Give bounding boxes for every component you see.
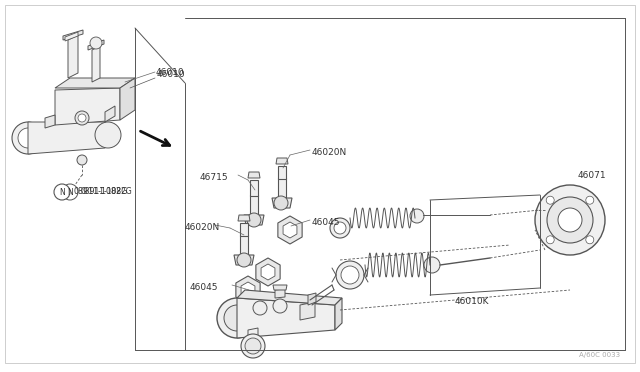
- Polygon shape: [261, 264, 275, 280]
- Circle shape: [77, 155, 87, 165]
- Text: 46045: 46045: [190, 283, 218, 292]
- Polygon shape: [55, 78, 135, 88]
- Polygon shape: [105, 106, 115, 122]
- Circle shape: [247, 213, 261, 227]
- Circle shape: [586, 196, 594, 204]
- Polygon shape: [275, 289, 285, 298]
- Polygon shape: [300, 302, 315, 320]
- Circle shape: [18, 128, 38, 148]
- Polygon shape: [272, 198, 292, 208]
- Text: N: N: [59, 187, 65, 196]
- Text: 46045: 46045: [312, 218, 340, 227]
- Circle shape: [217, 298, 257, 338]
- Circle shape: [330, 218, 350, 238]
- Polygon shape: [308, 293, 316, 305]
- Circle shape: [62, 184, 78, 200]
- Text: 46010K: 46010K: [455, 298, 490, 307]
- Circle shape: [273, 299, 287, 313]
- Polygon shape: [63, 30, 83, 40]
- Circle shape: [546, 196, 554, 204]
- Text: 46020N: 46020N: [185, 223, 220, 232]
- Polygon shape: [68, 35, 78, 78]
- Polygon shape: [240, 235, 248, 255]
- Text: 46010: 46010: [157, 70, 186, 78]
- Circle shape: [546, 236, 554, 244]
- Polygon shape: [92, 46, 100, 82]
- Circle shape: [535, 185, 605, 255]
- Polygon shape: [55, 88, 120, 125]
- Polygon shape: [236, 276, 260, 304]
- Circle shape: [75, 111, 89, 125]
- Circle shape: [274, 196, 288, 210]
- Polygon shape: [241, 282, 255, 298]
- Polygon shape: [88, 40, 104, 50]
- Polygon shape: [278, 216, 302, 244]
- Polygon shape: [335, 298, 342, 330]
- Polygon shape: [45, 115, 55, 128]
- Circle shape: [12, 122, 44, 154]
- Circle shape: [54, 184, 70, 200]
- Circle shape: [336, 261, 364, 289]
- Circle shape: [558, 208, 582, 232]
- Polygon shape: [120, 78, 135, 120]
- Polygon shape: [250, 180, 258, 196]
- Circle shape: [237, 253, 251, 267]
- Circle shape: [586, 236, 594, 244]
- Polygon shape: [234, 255, 254, 265]
- Text: 46010: 46010: [156, 68, 184, 77]
- Polygon shape: [273, 285, 287, 290]
- Circle shape: [547, 197, 593, 243]
- Text: 46071: 46071: [578, 170, 607, 180]
- Polygon shape: [278, 178, 286, 198]
- Circle shape: [90, 37, 102, 49]
- Polygon shape: [256, 258, 280, 286]
- Circle shape: [341, 266, 359, 284]
- Text: 08911-1082G: 08911-1082G: [80, 186, 132, 196]
- Polygon shape: [278, 166, 286, 179]
- Text: 08911-1082G: 08911-1082G: [73, 186, 127, 196]
- Circle shape: [245, 338, 261, 354]
- Text: A/60C 0033: A/60C 0033: [579, 352, 620, 358]
- Polygon shape: [248, 172, 260, 178]
- Polygon shape: [237, 298, 335, 338]
- Text: 46715: 46715: [200, 173, 228, 182]
- Text: 46020N: 46020N: [312, 148, 348, 157]
- Circle shape: [224, 305, 250, 331]
- Polygon shape: [240, 223, 248, 236]
- Polygon shape: [238, 215, 250, 221]
- Circle shape: [253, 301, 267, 315]
- Text: N: N: [67, 187, 73, 196]
- Polygon shape: [237, 290, 342, 305]
- Circle shape: [241, 334, 265, 358]
- Circle shape: [334, 222, 346, 234]
- Circle shape: [410, 209, 424, 223]
- Polygon shape: [250, 195, 258, 215]
- Polygon shape: [244, 215, 264, 225]
- Polygon shape: [283, 222, 297, 238]
- Polygon shape: [65, 32, 78, 41]
- Polygon shape: [248, 328, 258, 345]
- Polygon shape: [276, 158, 288, 164]
- Circle shape: [95, 122, 121, 148]
- Circle shape: [78, 114, 86, 122]
- Circle shape: [424, 257, 440, 273]
- Polygon shape: [28, 122, 105, 154]
